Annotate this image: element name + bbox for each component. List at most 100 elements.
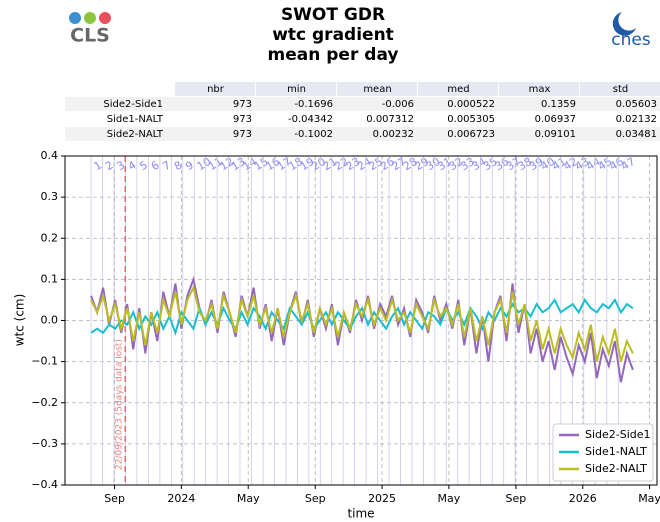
table-cell: 0.05603 <box>616 99 657 110</box>
cycle-label: 13 <box>229 155 248 173</box>
logo-text: cnes <box>611 30 651 50</box>
series-line <box>90 297 634 336</box>
cycle-label: 12 <box>218 155 237 173</box>
table-header-cell <box>499 82 579 96</box>
cycle-label: 27 <box>390 155 409 173</box>
cycle-label: 30 <box>424 155 443 173</box>
series-line <box>90 275 634 383</box>
table-header-cell <box>337 82 417 96</box>
cycle-label: 23 <box>344 155 363 173</box>
y-tick-label: 0.1 <box>41 272 59 285</box>
cycle-label: 24 <box>355 155 374 173</box>
x-tick-label: Sep <box>506 492 527 505</box>
y-tick-label: 0.0 <box>41 314 59 327</box>
table-header-cell <box>175 82 255 96</box>
table-cell: 973 <box>233 99 252 110</box>
table-cell: -0.1002 <box>294 129 333 140</box>
table-cell: 0.09101 <box>535 129 576 140</box>
cycle-label: 42 <box>561 155 580 173</box>
cycle-label: 36 <box>493 155 512 173</box>
y-tick-label: 0.2 <box>41 231 59 244</box>
cycle-label: 20 <box>309 155 328 173</box>
cycle-label: 31 <box>435 155 454 173</box>
table-cell: 0.006723 <box>447 129 495 140</box>
cycle-label: 47 <box>619 155 638 173</box>
legend-label: Side2-Side1 <box>585 428 651 441</box>
x-tick-label: Sep <box>104 492 125 505</box>
cycle-label: 32 <box>447 155 466 173</box>
cycle-label: 46 <box>607 155 626 173</box>
table-cell: 0.00232 <box>373 129 414 140</box>
cycle-label: 29 <box>412 155 431 173</box>
x-tick-label: Sep <box>305 492 326 505</box>
cycle-label: 5 <box>137 158 150 173</box>
legend-label: Side2-NALT <box>585 462 647 475</box>
cycle-label: 26 <box>378 155 397 173</box>
table-header: med <box>447 84 469 95</box>
cycle-label: 37 <box>504 155 523 173</box>
x-tick-label: May <box>438 492 461 505</box>
x-axis-label: time <box>347 507 374 521</box>
series-line <box>90 284 634 362</box>
cycle-label: 19 <box>298 155 317 173</box>
cycle-label: 10 <box>195 155 214 173</box>
x-tick-label: 2026 <box>569 492 597 505</box>
table-header-cell <box>418 82 498 96</box>
table-header: nbr <box>207 84 225 95</box>
cycle-label: 35 <box>481 155 500 173</box>
x-tick-label: May <box>237 492 260 505</box>
plot-frame <box>64 155 658 486</box>
cycle-label: 15 <box>252 155 271 173</box>
cycle-label: 38 <box>516 155 535 173</box>
table-row <box>65 127 660 141</box>
y-tick-label: −0.4 <box>31 478 58 491</box>
table-cell: 0.02132 <box>616 114 657 125</box>
cycle-label: 34 <box>470 155 489 173</box>
x-tick-label: May <box>638 492 660 505</box>
table-header: mean <box>363 84 391 95</box>
cycle-label: 40 <box>538 155 557 173</box>
table-header: std <box>613 84 628 95</box>
cycle-label: 14 <box>240 155 259 173</box>
cycle-label: 21 <box>321 155 340 173</box>
table-cell: 0.03481 <box>616 129 657 140</box>
table-header: max <box>529 84 551 95</box>
x-tick-label: 2025 <box>368 492 396 505</box>
table-cell: 0.005305 <box>447 114 495 125</box>
table-cell: 0.000522 <box>447 99 495 110</box>
y-tick-label: −0.2 <box>31 396 58 409</box>
table-header-cell <box>256 82 336 96</box>
cycle-label: 11 <box>206 155 225 173</box>
logo-cls: CLS <box>69 12 111 47</box>
cycle-label: 22 <box>332 155 351 173</box>
table-cell: -0.04342 <box>288 114 333 125</box>
cycle-label: 41 <box>550 155 569 173</box>
chart-title: mean per day <box>268 45 399 65</box>
table-row <box>65 97 660 111</box>
logo-text: CLS <box>70 25 110 47</box>
table-header: min <box>287 84 306 95</box>
table-cell: 0.06937 <box>535 114 576 125</box>
table-cell: -0.1696 <box>294 99 333 110</box>
table-row-label: Side2-NALT <box>107 129 164 140</box>
cycle-label: 28 <box>401 155 420 173</box>
cycle-label: 39 <box>527 155 546 173</box>
table-header-cell <box>580 82 660 96</box>
y-tick-label: −0.1 <box>31 355 58 368</box>
table-cell: 0.007312 <box>366 114 414 125</box>
table-cell: -0.006 <box>382 99 414 110</box>
y-tick-label: 0.3 <box>41 190 59 203</box>
cycle-label: 16 <box>264 155 283 173</box>
table-cell: 973 <box>233 114 252 125</box>
table-row-label: Side2-Side1 <box>103 99 163 110</box>
cycle-label: 17 <box>275 155 294 173</box>
cycle-label: 45 <box>596 155 615 173</box>
legend-box <box>552 423 654 482</box>
table-cell: 0.1359 <box>541 99 576 110</box>
cycle-label: 33 <box>458 155 477 173</box>
y-tick-label: −0.3 <box>31 437 58 450</box>
table-row-label: Side1-NALT <box>107 114 164 125</box>
cycle-label: 25 <box>367 155 386 173</box>
y-axis-label: wtc (cm) <box>13 294 27 347</box>
